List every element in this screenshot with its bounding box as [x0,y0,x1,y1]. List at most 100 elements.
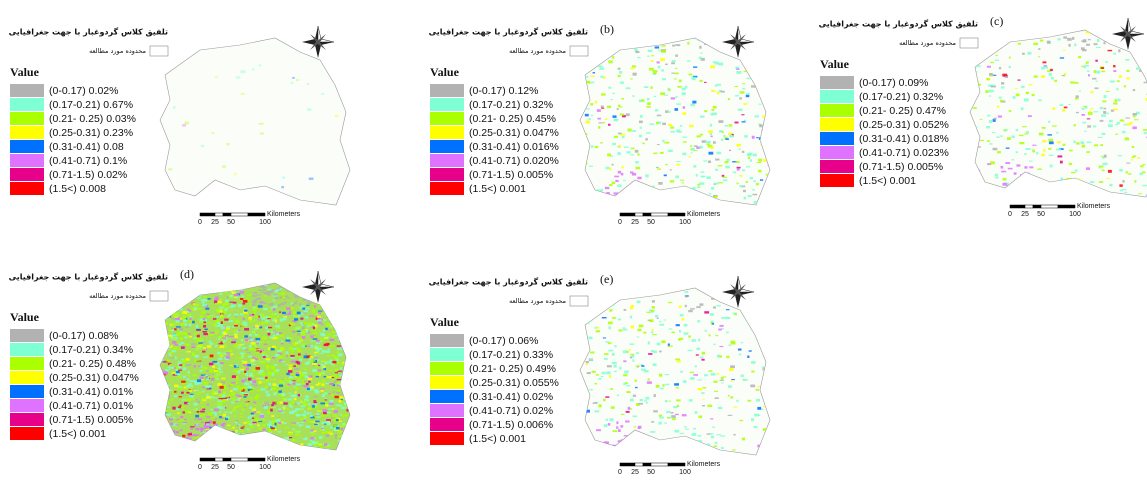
scale-bar: 02550100Kilometers [198,211,301,226]
north-arrow [722,276,754,308]
legend-swatch [430,390,464,403]
legend-swatch [820,160,854,173]
legend-swatch [430,334,464,347]
legend-swatch [10,357,44,370]
study-area-label: محدوده مورد مطالعه [509,47,566,55]
legend-title: Value [10,310,40,324]
legend-swatch [10,84,44,97]
legend-swatch [10,126,44,139]
legend-swatch [10,427,44,440]
scale-tick: 0 [618,469,622,476]
legend-label: (0.31-0.41) 0.018% [859,133,949,145]
legend-label: (0.25-0.31) 0.055% [469,377,559,389]
scale-tick: 25 [211,219,219,226]
legend-swatch [10,371,44,384]
legend-label: (0.25-0.31) 0.047% [469,127,559,139]
legend-swatch [10,140,44,153]
scale-tick: 0 [618,219,622,226]
north-arrow [722,26,754,58]
study-area-label: محدوده مورد مطالعه [89,47,146,55]
legend-label: (1.5<) 0.001 [49,428,106,440]
legend-label: (1.5<) 0.001 [469,433,526,445]
map-panel: تلفیق کلاس گردوغبار با جهت جغرافیایی محدو… [9,26,350,226]
study-area-swatch [960,38,978,48]
legend-label: (0.25-0.31) 0.047% [49,372,139,384]
legend-swatch [430,126,464,139]
study-area-swatch [150,291,168,301]
map-title: تلفیق کلاس گردوغبار با جهت جغرافیایی [9,27,168,38]
map-panel: تلفیق کلاس گردوغبار با جهت جغرافیاییمحدو… [429,272,778,476]
legend-label: (0-0.17) 0.09% [859,77,928,89]
legend-swatch [10,182,44,195]
scale-unit: Kilometers [1077,203,1111,210]
north-arrow [1112,18,1144,50]
legend-label: (1.5<) 0.008 [49,183,106,195]
legend-title: Value [430,315,460,329]
legend-label: (0-0.17) 0.06% [469,335,538,347]
legend-swatch [430,168,464,181]
legend-label: (0.71-1.5) 0.02% [49,169,127,181]
legend-swatch [430,348,464,361]
scale-tick: 50 [647,219,655,226]
legend-label: (0.31-0.41) 0.02% [469,391,553,403]
legend-title: Value [820,57,850,71]
scale-unit: Kilometers [267,211,301,218]
scale-tick: 25 [631,469,639,476]
legend-swatch [820,174,854,187]
map-title: تلفیق کلاس گردوغبار با جهت جغرافیایی [429,277,588,288]
legend-label: (0.21- 0.25) 0.48% [49,358,136,370]
scale-tick: 0 [198,219,202,226]
map-title: تلفیق کلاس گردوغبار با جهت جغرافیایی [429,27,588,38]
scale-bar: 0 25 50 100Kilometers [618,211,721,226]
map-panel: تلفیق کلاس گردوغبار با جهت جغرافیایی محدو… [429,22,776,226]
legend-swatch [430,432,464,445]
scale-tick: 25 [631,219,639,226]
map-title: تلفیق کلاس گردوغبار با جهت جغرافیایی [9,272,168,283]
scale-tick: 0 [198,464,202,471]
legend-swatch [10,98,44,111]
legend-title: Value [430,65,460,79]
legend-label: (0.21- 0.25) 0.49% [469,363,556,375]
panel-label: (e) [600,272,613,286]
legend-label: (0.41-0.71) 0.02% [469,405,553,417]
map-title: تلفیق کلاس گردوغبار با جهت جغرافیایی [819,19,978,30]
scale-tick: 100 [259,219,271,226]
scale-tick: 50 [1037,211,1045,218]
legend-label: (0.31-0.41) 0.01% [49,386,133,398]
legend-label: (0.71-1.5) 0.006% [469,419,553,431]
legend-swatch [820,76,854,89]
legend-swatch [430,140,464,153]
scale-tick: 100 [679,469,691,476]
legend-label: (0.31-0.41) 0.016% [469,141,559,153]
legend-swatch [820,146,854,159]
legend-label: (0.17-0.21) 0.33% [469,349,553,361]
scale-tick: 0 [1008,211,1012,218]
legend-label: (0.71-1.5) 0.005% [49,414,133,426]
legend-label: (0.41-0.71) 0.01% [49,400,133,412]
legend-swatch [10,154,44,167]
scale-unit: Kilometers [687,461,721,468]
legend-swatch [10,112,44,125]
figure: تلفیق کلاس گردوغبار با جهت جغرافیایی محدو… [0,0,1147,497]
study-area-swatch [570,46,588,56]
study-area-swatch [150,46,168,56]
legend-label: (0.25-0.31) 0.23% [49,127,133,139]
legend-label: (0-0.17) 0.02% [49,85,118,97]
legend-swatch [820,118,854,131]
legend-label: (0.17-0.21) 0.34% [49,344,133,356]
legend-swatch [10,413,44,426]
study-area-label: محدوده مورد مطالعه [89,292,146,300]
legend-label: (1.5<) 0.001 [859,175,916,187]
scale-unit: Kilometers [267,456,301,463]
panel-label: (b) [600,22,614,36]
scale-tick: 100 [1069,211,1081,218]
legend-label: (0.21- 0.25) 0.47% [859,105,946,117]
legend-swatch [10,343,44,356]
legend-swatch [10,385,44,398]
legend-swatch [820,104,854,117]
scale-unit: Kilometers [687,211,721,218]
scale-tick: 100 [679,219,691,226]
legend-swatch [430,404,464,417]
legend-label: (0.25-0.31) 0.052% [859,119,949,131]
scale-bar: 02550100Kilometers [198,456,301,471]
